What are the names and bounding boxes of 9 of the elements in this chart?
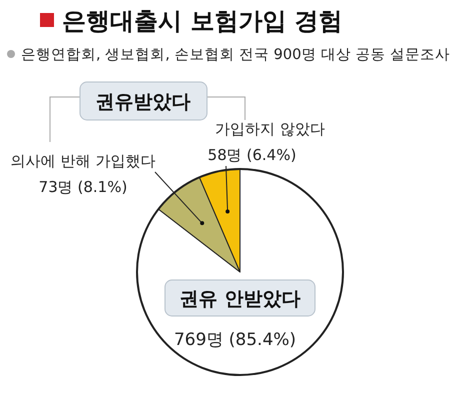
data-label: 769명 (85.4%)	[174, 330, 296, 350]
data-label: 73명 (8.1%)	[38, 178, 128, 196]
chart-title: 은행대출시 보험가입 경험	[62, 7, 343, 35]
text: 권유받았다	[96, 91, 190, 113]
slice-label: 의사에 반해 가입했다	[10, 152, 156, 170]
data-label: 58명 (6.4%)	[208, 146, 296, 164]
slice-label: 가입하지 않았다	[215, 120, 325, 138]
chart-subtitle: 은행연합회, 생보협회, 손보협회 전국 900명 대상 공동 설문조사	[21, 47, 450, 63]
slice-label: 권유 안받았다	[180, 288, 300, 310]
